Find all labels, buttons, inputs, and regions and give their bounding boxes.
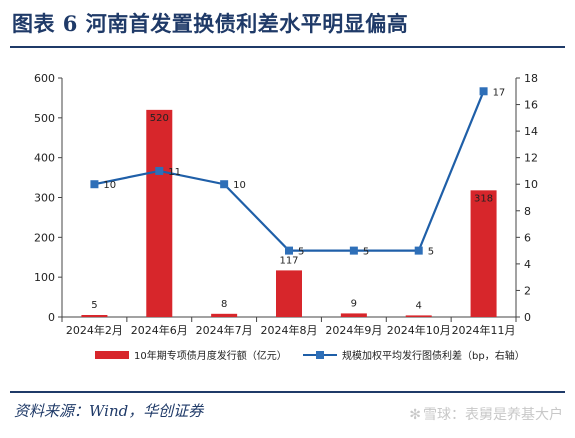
watermark-text: 雪球：表舅是养基大户 [423, 407, 563, 423]
bar-data-label: 8 [221, 299, 227, 310]
source-rule [10, 391, 565, 393]
bar [146, 109, 173, 317]
line-data-label: 17 [493, 87, 506, 98]
chart: 0 100 200 300 400 500 600 0 2 4 6 8 10 12 14 16 18 2024年2… [34, 72, 538, 362]
left-axis-tick-label: 400 [34, 152, 55, 165]
legend-line-label: 规模加权平均发行图债利差（bp，右轴） [342, 349, 525, 362]
line-point [479, 87, 488, 96]
line-point [155, 166, 164, 175]
title-rule [10, 46, 565, 48]
line-data-label: 10 [233, 180, 246, 191]
x-axis-tick-label: 2024年2月 [66, 323, 123, 337]
right-axis-tick-label: 18 [524, 72, 538, 85]
line-data-label: 5 [298, 247, 304, 258]
bar [211, 313, 238, 317]
right-axis-tick-label: 0 [524, 311, 531, 324]
left-axis-tick-label: 600 [34, 72, 55, 85]
right-axis-tick-label: 14 [524, 125, 538, 138]
bar [470, 190, 497, 317]
line-point [414, 246, 423, 255]
line-data-label: 10 [103, 180, 116, 191]
left-axis-tick-label: 300 [34, 192, 55, 205]
legend-line-marker [316, 351, 324, 359]
right-axis-tick-label: 10 [524, 178, 538, 191]
bar [276, 270, 302, 317]
x-axis-tick-label: 2024年6月 [131, 323, 188, 337]
bar-data-label: 9 [351, 298, 357, 309]
right-axis-tick-label: 4 [524, 258, 531, 271]
left-axis-tick-label: 500 [34, 112, 55, 125]
right-axis-tick-label: 8 [524, 205, 531, 218]
right-axis-tick-label: 12 [524, 152, 538, 165]
source-note: 资料来源：Wind，华创证券 [14, 402, 204, 420]
left-axis-tick-label: 0 [48, 311, 55, 324]
line-point [220, 180, 229, 189]
bar [340, 313, 367, 317]
line-data-label: 5 [428, 247, 434, 258]
line-point [90, 180, 99, 189]
bar-data-label: 4 [416, 300, 422, 311]
x-axis-tick-label: 2024年10月 [387, 323, 451, 337]
legend-bar-swatch [95, 351, 129, 359]
bar-data-label: 318 [474, 193, 493, 204]
bar-data-label: 520 [150, 113, 169, 124]
bar-data-label: 5 [91, 300, 97, 311]
left-axis-tick-label: 200 [34, 231, 55, 244]
x-axis-tick-label: 2024年11月 [452, 323, 516, 337]
line-data-label: 5 [363, 247, 369, 258]
line-point [285, 246, 293, 255]
left-axis-tick-label: 100 [34, 271, 55, 284]
x-axis-tick-label: 2024年7月 [196, 323, 253, 337]
right-axis-tick-label: 2 [524, 284, 531, 297]
legend-bar-label: 10年期专项债月度发行额（亿元） [134, 349, 287, 362]
bar [81, 315, 108, 317]
right-axis-tick-label: 6 [524, 231, 531, 244]
line-point [349, 246, 358, 255]
bar [405, 315, 432, 317]
line-data-label: 11 [168, 167, 181, 178]
snowball-icon: ✻ [409, 407, 421, 423]
x-axis-tick-label: 2024年8月 [261, 323, 318, 337]
x-axis-tick-label: 2024年9月 [325, 323, 382, 337]
figure-title: 图表 6 河南首发置换债利差水平明显偏高 [12, 11, 409, 36]
right-axis-tick-label: 16 [524, 99, 538, 112]
bar-data-label: 117 [279, 255, 298, 266]
watermark: ✻ 雪球：表舅是养基大户 [409, 404, 563, 424]
